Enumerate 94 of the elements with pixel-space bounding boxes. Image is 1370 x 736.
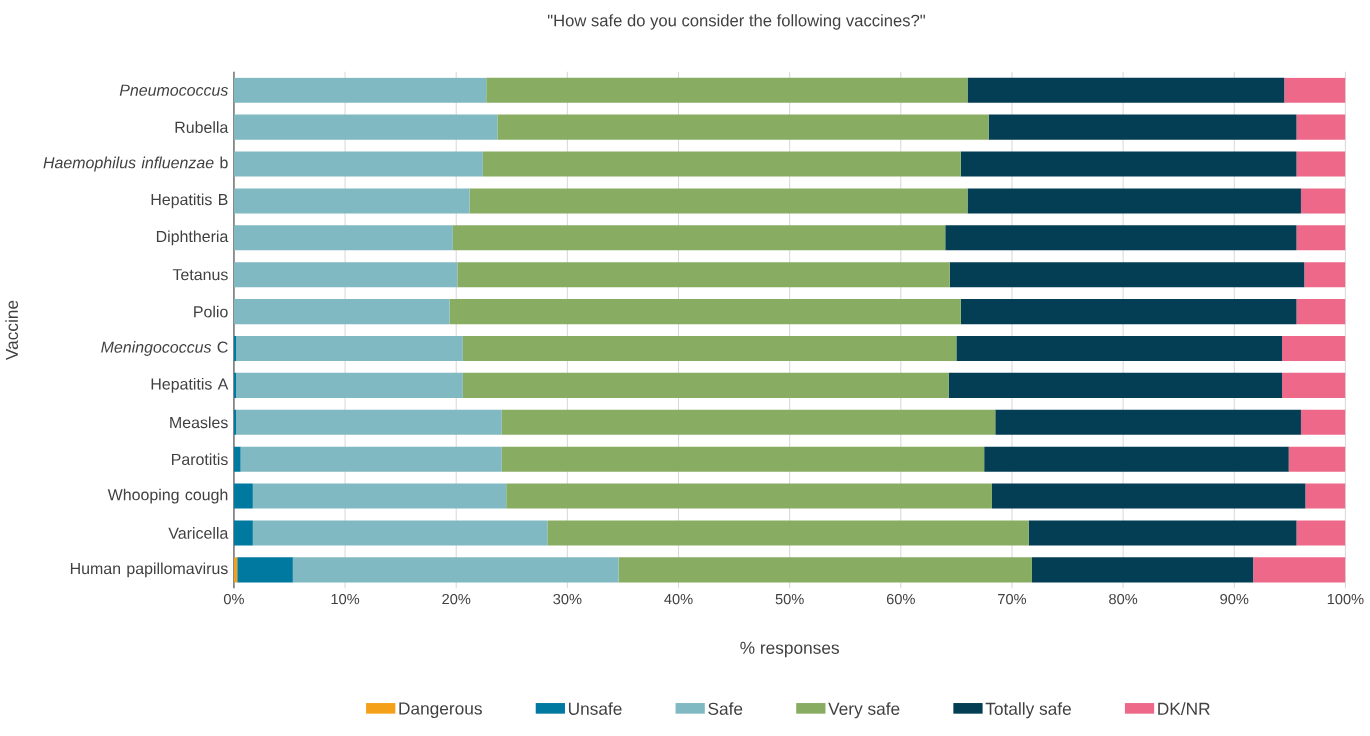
x-tick-label: 50%: [775, 593, 804, 605]
bar: [984, 446, 1289, 472]
x-tick-label: 30%: [553, 593, 582, 605]
x-tick-label: 10%: [331, 593, 360, 605]
bar: [501, 446, 985, 472]
bar: [252, 483, 507, 509]
bar: [988, 114, 1297, 140]
bar: [240, 446, 502, 472]
y-tick-label: Tetanus: [172, 269, 228, 281]
bar: [547, 520, 1029, 546]
bar: [945, 225, 1297, 251]
bar: [233, 262, 458, 288]
x-tick-label: 80%: [1109, 593, 1138, 605]
bar: [237, 557, 293, 583]
x-tick-label: 20%: [442, 593, 471, 605]
legend-label: Totally safe: [985, 702, 1071, 719]
bar: [233, 225, 453, 251]
bar: [1300, 409, 1346, 435]
bar: [1028, 520, 1297, 546]
bar: [1282, 336, 1346, 362]
bar: [1296, 114, 1346, 140]
y-tick-label: Parotitis: [172, 453, 228, 466]
bar: [1296, 299, 1346, 325]
bar: [1304, 262, 1346, 288]
bar: [233, 188, 470, 214]
x-tick-label: 60%: [886, 593, 915, 605]
bar: [233, 77, 487, 103]
bar: [1284, 77, 1346, 103]
x-tick-label: 40%: [664, 593, 693, 605]
bar: [956, 336, 1283, 362]
bar: [462, 336, 957, 362]
bar: [967, 77, 1285, 103]
y-tick-label: Measles: [170, 416, 228, 429]
bar: [449, 299, 961, 325]
legend-label: Very safe: [828, 702, 900, 719]
y-tick-label: Haemophilus influenzae b: [43, 156, 228, 172]
bar: [1305, 483, 1346, 509]
bar: [501, 409, 996, 435]
bar: [236, 336, 463, 362]
y-tick-label: Human papillomavirus: [70, 562, 228, 578]
bar: [252, 520, 548, 546]
y-tick-label: Diphtheria: [156, 230, 229, 246]
bar: [233, 114, 498, 140]
y-tick-label: Hepatitis B: [151, 193, 228, 209]
bar: [1031, 557, 1254, 583]
y-tick-label: Polio: [194, 305, 228, 318]
bar: [236, 409, 502, 435]
x-tick-label: 90%: [1220, 593, 1249, 605]
bar: [233, 483, 253, 509]
bar: [1296, 225, 1346, 251]
bar: [233, 446, 241, 472]
bar: [618, 557, 1032, 583]
y-tick-label: Pneumococcus: [119, 84, 228, 96]
bar: [991, 483, 1306, 509]
bar: [1282, 372, 1346, 398]
y-tick-label: Hepatitis A: [151, 378, 229, 393]
bar: [949, 262, 1305, 288]
bar: [1288, 446, 1346, 472]
bar: [1253, 557, 1346, 583]
bar: [452, 225, 946, 251]
y-axis-title: Vaccine: [5, 300, 19, 361]
bar: [236, 372, 463, 398]
bar: [948, 372, 1283, 398]
y-tick-label: Whooping cough: [107, 488, 228, 504]
y-tick-label: Rubella: [175, 121, 229, 134]
x-tick-label: 0%: [223, 593, 244, 605]
bar: [1296, 151, 1346, 177]
bar: [486, 77, 968, 103]
chart-title: "How safe do you consider the following vaccines?": [547, 14, 925, 30]
legend-label: DK/NR: [1158, 702, 1210, 715]
x-tick-label: 70%: [998, 593, 1027, 605]
bar: [482, 151, 961, 177]
y-tick-label: Varicella: [168, 527, 229, 539]
bar: [497, 114, 989, 140]
x-axis-title: % responses: [740, 641, 839, 658]
legend-label: Safe: [708, 702, 743, 715]
bar: [1300, 188, 1346, 214]
bar: [1296, 520, 1346, 546]
legend-label: Dangerous: [399, 702, 482, 719]
legend-label: Unsafe: [568, 702, 622, 715]
bar: [292, 557, 619, 583]
x-tick-label: 100%: [1327, 593, 1364, 605]
bar: [233, 520, 253, 546]
bar: [960, 151, 1297, 177]
bar: [233, 299, 450, 325]
bar: [457, 262, 950, 288]
bar: [469, 188, 968, 214]
bar: [462, 372, 949, 398]
y-tick-label: Meningococcus C: [101, 341, 228, 356]
bar: [960, 299, 1297, 325]
bar: [967, 188, 1301, 214]
bar: [506, 483, 992, 509]
bar: [995, 409, 1301, 435]
bar: [233, 151, 483, 177]
